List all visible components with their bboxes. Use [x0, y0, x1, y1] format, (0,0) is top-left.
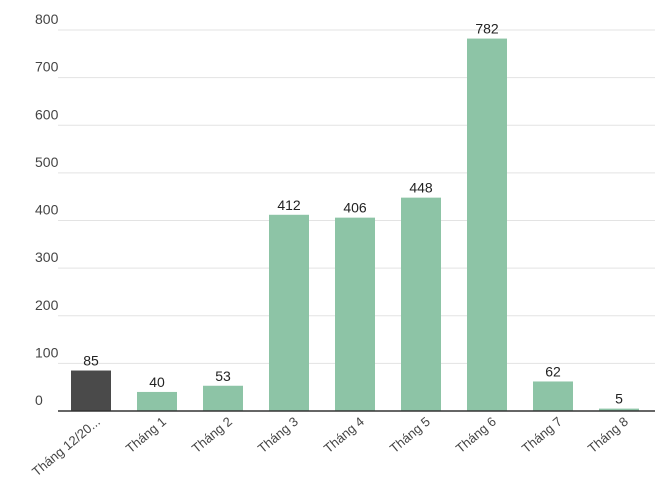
y-tick-label: 300	[35, 249, 59, 265]
data-label: 448	[409, 180, 433, 196]
bar	[401, 197, 441, 411]
y-tick-label: 500	[35, 154, 59, 170]
data-label: 412	[277, 197, 301, 213]
bar	[335, 217, 375, 411]
x-tick-label: Tháng 7	[519, 414, 565, 456]
y-tick-label: 400	[35, 202, 59, 218]
data-label: 85	[83, 353, 99, 369]
x-tick-label: Tháng 12/20...	[29, 414, 103, 479]
data-label: 5	[615, 391, 623, 407]
x-tick-label: Tháng 3	[255, 414, 301, 456]
x-tick-label: Tháng 1	[123, 414, 169, 456]
y-tick-label: 100	[35, 344, 59, 360]
bar	[599, 408, 639, 411]
bar	[71, 370, 111, 411]
data-label: 62	[545, 363, 561, 379]
y-tick-label: 0	[35, 392, 43, 408]
bar	[467, 38, 507, 411]
bars	[71, 38, 639, 411]
x-tick-label: Tháng 2	[189, 414, 235, 456]
x-tick-label: Tháng 5	[387, 414, 433, 456]
y-tick-label: 700	[35, 59, 59, 75]
data-labels: 85 40 53 412 406 448 782 62 5	[83, 21, 623, 407]
bar	[533, 381, 573, 411]
x-tick-label: Tháng 6	[453, 414, 499, 456]
y-tick-label: 200	[35, 297, 59, 313]
x-tick-label: Tháng 4	[321, 414, 367, 456]
bar	[203, 385, 243, 411]
x-axis-ticks: Tháng 12/20... Tháng 1 Tháng 2 Tháng 3 Tháng…	[29, 414, 631, 479]
data-label: 53	[215, 368, 231, 384]
data-label: 40	[149, 374, 165, 390]
data-label: 406	[343, 200, 367, 216]
y-axis-ticks: 0 100 200 300 400 500 600 700 800	[35, 11, 59, 408]
data-label: 782	[475, 21, 499, 37]
bar	[137, 391, 177, 411]
x-tick-label: Tháng 8	[585, 414, 631, 456]
y-tick-label: 600	[35, 106, 59, 122]
bar	[269, 214, 309, 411]
y-tick-label: 800	[35, 11, 59, 27]
